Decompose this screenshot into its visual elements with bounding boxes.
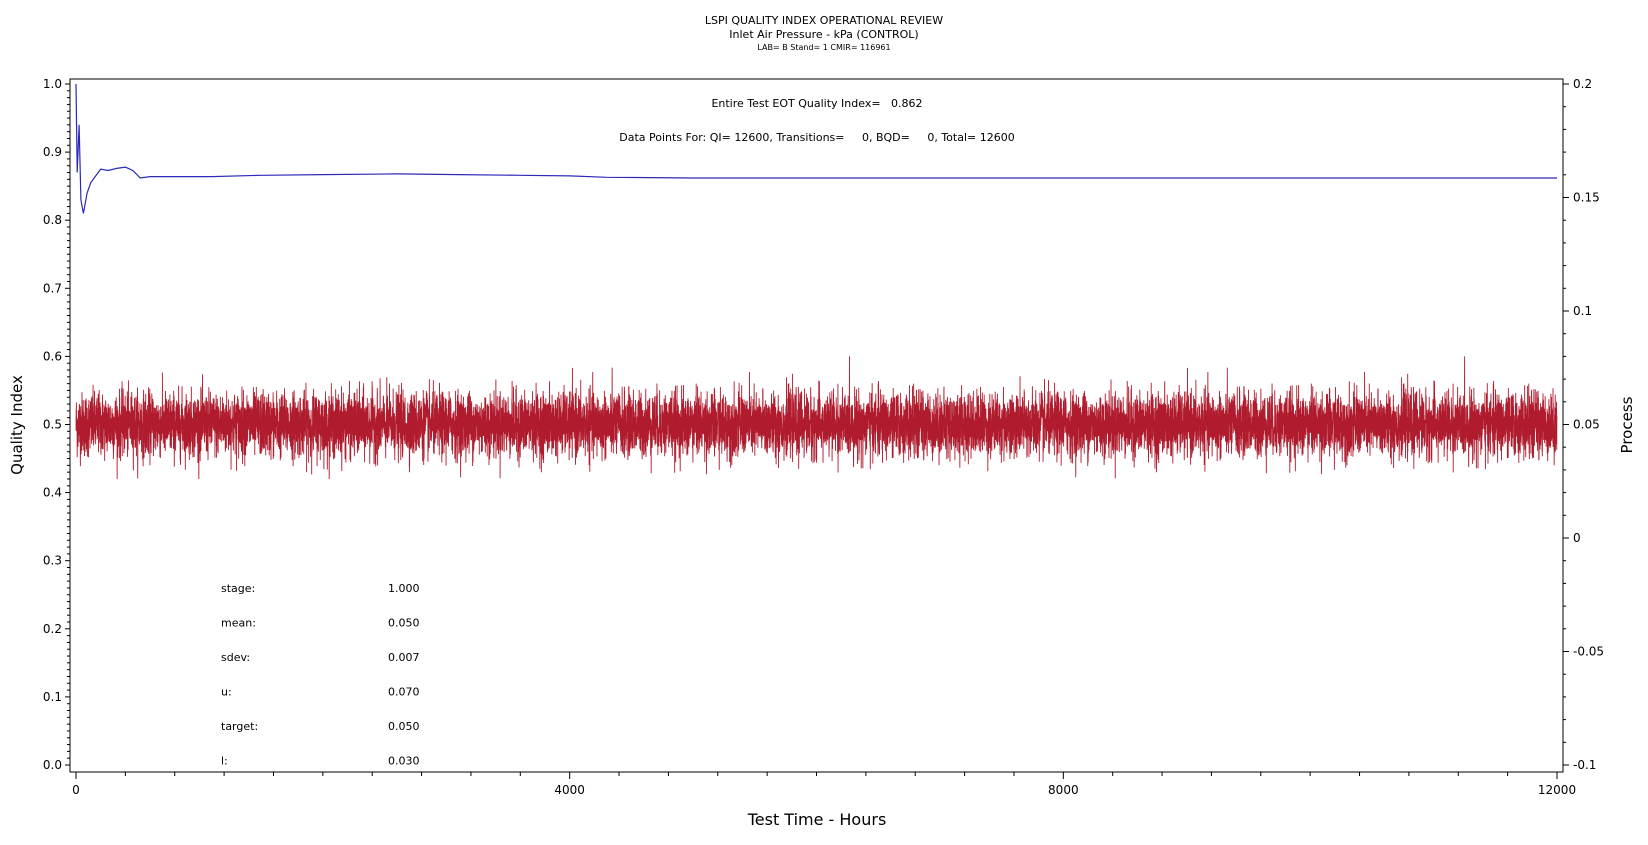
chart-subtitle: Inlet Air Pressure - kPa (CONTROL): [729, 28, 919, 41]
stat-value: 0.030: [388, 755, 420, 768]
stat-value: 0.007: [388, 651, 420, 664]
stat-label: mean:: [221, 617, 256, 630]
y-tick-label: 0.4: [43, 486, 62, 500]
x-tick-label: 0: [72, 783, 80, 797]
y-tick-label: 0.1: [43, 690, 62, 704]
stat-value: 0.070: [388, 686, 420, 699]
stat-value: 0.050: [388, 720, 420, 733]
x-axis-label: Test Time - Hours: [747, 810, 887, 829]
y-tick-label: 0.8: [43, 213, 62, 227]
quality-index-series: [75, 83, 1557, 214]
y-tick-label: 0.6: [43, 349, 62, 363]
x-axis: 0 4000 8000 12000: [72, 772, 1576, 797]
y-tick-label: 0.0: [43, 758, 62, 772]
stat-label: stage:: [221, 582, 255, 595]
eot-quality-index-text: Entire Test EOT Quality Index= 0.862: [711, 97, 922, 110]
y2-tick-label: 0.15: [1573, 191, 1600, 205]
stat-label: sdev:: [221, 651, 250, 664]
y2-tick-label: 0.05: [1573, 418, 1600, 432]
y-axis-label: Quality Index: [8, 375, 26, 475]
y-tick-label: 1.0: [43, 77, 62, 91]
y2-tick-label: -0.1: [1573, 758, 1596, 772]
stats-block: stage: 1.000 mean: 0.050 sdev: 0.007 u: 0.070 ta…: [221, 582, 420, 768]
x-tick-label: 8000: [1048, 783, 1079, 797]
x-tick-label: 4000: [554, 783, 585, 797]
stat-value: 1.000: [388, 582, 420, 595]
y-tick-label: 0.9: [43, 145, 62, 159]
y-tick-label: 0.7: [43, 281, 62, 295]
stat-label: target:: [221, 720, 258, 733]
stat-label: l:: [221, 755, 228, 768]
quality-index-line: [75, 83, 1557, 214]
left-axis: 0.0 0.1 0.2 0.3 0.4 0.5 0.6 0.7 0.8 0.9 1.0: [43, 77, 70, 772]
chart-info-line: LAB= B Stand= 1 CMIR= 116961: [757, 43, 891, 52]
x-tick-label: 12000: [1538, 783, 1576, 797]
y2-tick-label: 0: [1573, 531, 1581, 545]
process-series: [75, 356, 1558, 480]
y-tick-label: 0.2: [43, 622, 62, 636]
stat-value: 0.050: [388, 617, 420, 630]
y2-tick-label: 0.1: [1573, 304, 1592, 318]
right-axis: -0.1 -0.05 0 0.05 0.1 0.15 0.2: [1563, 77, 1604, 772]
y2-tick-label: -0.05: [1573, 645, 1604, 659]
y-tick-label: 0.5: [43, 418, 62, 432]
y2-axis-label: Process: [1618, 396, 1636, 453]
y2-tick-label: 0.2: [1573, 77, 1592, 91]
process-line: [75, 356, 1558, 480]
data-points-text: Data Points For: QI= 12600, Transitions=…: [619, 131, 1014, 144]
stat-label: u:: [221, 686, 232, 699]
y-tick-label: 0.3: [43, 554, 62, 568]
chart-title: LSPI QUALITY INDEX OPERATIONAL REVIEW: [704, 14, 944, 27]
